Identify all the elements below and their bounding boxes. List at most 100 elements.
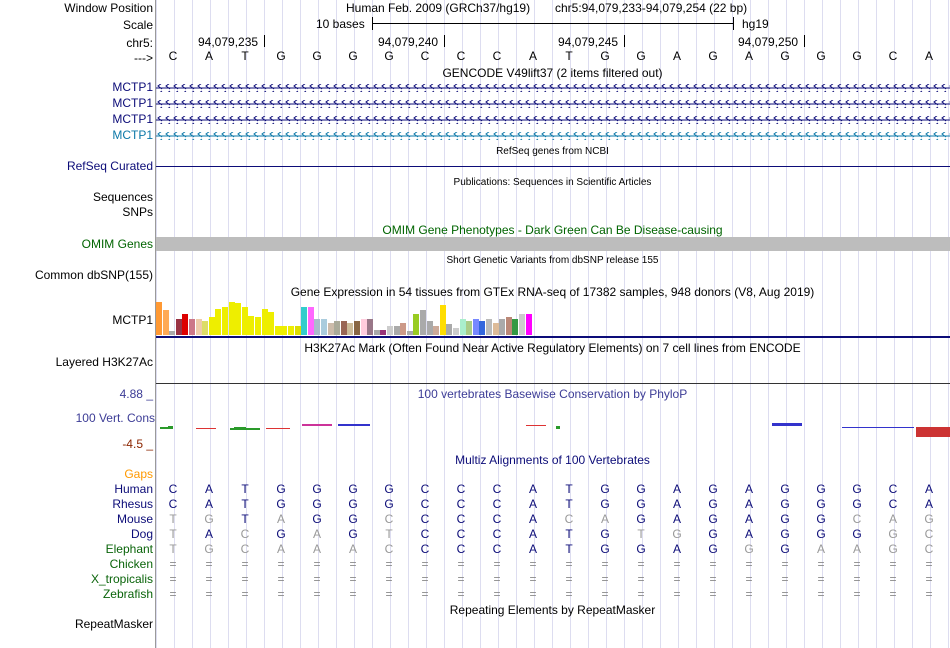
gtex-tissue-bar[interactable] (354, 321, 360, 335)
species-label-dog[interactable]: Dog (130, 527, 153, 541)
gene-label-mctp1[interactable]: MCTP1 (112, 128, 153, 142)
gtex-tissue-bar[interactable] (466, 321, 473, 335)
gtex-tissue-bar[interactable] (459, 319, 466, 335)
gtex-expression-chart[interactable] (156, 300, 556, 335)
gtex-tissue-bar[interactable] (255, 317, 261, 335)
gencode-track-title[interactable]: GENCODE V49lift37 (2 items filtered out) (442, 66, 663, 80)
gtex-tissue-bar[interactable] (215, 309, 222, 335)
gtex-tissue-bar[interactable] (525, 314, 532, 335)
omim-label[interactable]: OMIM Genes (81, 237, 153, 251)
gtex-tissue-bar[interactable] (433, 326, 440, 335)
h3k27ac-label[interactable]: Layered H3K27Ac (55, 355, 153, 369)
repeatmasker-track-title[interactable]: Repeating Elements by RepeatMasker (449, 603, 656, 617)
gtex-tissue-bar[interactable] (340, 321, 347, 335)
alignment-base: = (637, 557, 645, 571)
gtex-tissue-bar[interactable] (327, 323, 334, 335)
gtex-tissue-bar[interactable] (512, 319, 519, 335)
gtex-tissue-bar[interactable] (360, 319, 367, 335)
position-text[interactable]: chr5:94,079,233-94,079,254 (22 bp) (555, 1, 748, 15)
gtex-tissue-bar[interactable] (439, 305, 446, 335)
gaps-label[interactable]: Gaps (124, 467, 153, 481)
gtex-tissue-bar[interactable] (420, 310, 426, 335)
repeatmasker-label[interactable]: RepeatMasker (74, 617, 153, 631)
gtex-tissue-bar[interactable] (426, 321, 433, 335)
species-label-mouse[interactable]: Mouse (116, 512, 153, 526)
gtex-tissue-bar[interactable] (413, 314, 420, 335)
conservation-plot[interactable] (156, 418, 950, 440)
dbsnp-label[interactable]: Common dbSNP(155) (34, 268, 153, 282)
publications-label-snps[interactable]: SNPs (122, 205, 153, 219)
gtex-tissue-bar[interactable] (519, 314, 525, 335)
gtex-tissue-bar[interactable] (182, 314, 189, 335)
publications-track-title[interactable]: Publications: Sequences in Scientific Ar… (453, 177, 652, 188)
gtex-tissue-bar[interactable] (202, 321, 209, 335)
gene-models[interactable] (156, 82, 950, 142)
gtex-tissue-bar[interactable] (380, 330, 387, 335)
gtex-tissue-bar[interactable] (175, 319, 182, 335)
species-label-x_tropicalis[interactable]: X_tropicalis (90, 572, 153, 586)
gtex-tissue-bar[interactable] (301, 307, 308, 335)
conservation-label[interactable]: 100 Vert. Cons (75, 411, 155, 425)
gtex-tissue-bar[interactable] (235, 303, 242, 335)
species-label-chicken[interactable]: Chicken (109, 557, 153, 571)
publications-label-sequences[interactable]: Sequences (92, 190, 153, 204)
transcript-line[interactable] (156, 100, 950, 108)
gtex-tissue-bar[interactable] (393, 326, 400, 335)
transcript-line[interactable] (156, 116, 950, 124)
refseq-track-title[interactable]: RefSeq genes from NCBI (496, 146, 609, 157)
gtex-tissue-bar[interactable] (314, 319, 321, 335)
gene-label-mctp1[interactable]: MCTP1 (112, 112, 153, 126)
multiz-track-title[interactable]: Multiz Alignments of 100 Vertebrates (455, 453, 650, 467)
gtex-track-title[interactable]: Gene Expression in 54 tissues from GTEx … (290, 285, 815, 299)
gtex-tissue-bar[interactable] (307, 307, 314, 335)
gtex-tissue-bar[interactable] (367, 319, 374, 335)
gtex-tissue-bar[interactable] (334, 321, 341, 335)
gtex-tissue-bar[interactable] (261, 309, 268, 335)
gtex-tissue-bar[interactable] (208, 317, 215, 335)
gtex-tissue-bar[interactable] (156, 302, 162, 335)
gtex-gene-label[interactable]: MCTP1 (112, 313, 153, 327)
gtex-tissue-bar[interactable] (400, 323, 407, 335)
gtex-tissue-bar[interactable] (248, 316, 255, 335)
gtex-tissue-bar[interactable] (195, 319, 202, 335)
h3k27ac-track-title[interactable]: H3K27Ac Mark (Often Found Near Active Re… (304, 341, 801, 355)
gtex-tissue-bar[interactable] (228, 302, 235, 335)
gtex-tissue-bar[interactable] (453, 328, 459, 335)
species-label-zebrafish[interactable]: Zebrafish (102, 587, 153, 601)
gtex-tissue-bar[interactable] (294, 326, 301, 335)
omim-track-title[interactable]: OMIM Gene Phenotypes - Dark Green Can Be… (382, 223, 723, 237)
gtex-tissue-bar[interactable] (486, 319, 492, 335)
gene-label-mctp1[interactable]: MCTP1 (112, 80, 153, 94)
refseq-gene-line[interactable] (156, 166, 950, 167)
gtex-tissue-bar[interactable] (162, 310, 169, 335)
gtex-tissue-bar[interactable] (222, 307, 228, 335)
gtex-tissue-bar[interactable] (268, 312, 275, 335)
gtex-tissue-bar[interactable] (321, 319, 327, 335)
refseq-label[interactable]: RefSeq Curated (66, 159, 153, 173)
gtex-tissue-bar[interactable] (274, 326, 281, 335)
dbsnp-track-title[interactable]: Short Genetic Variants from dbSNP releas… (446, 255, 659, 266)
gtex-tissue-bar[interactable] (492, 323, 499, 335)
gtex-tissue-bar[interactable] (169, 331, 176, 335)
transcript-line[interactable] (156, 84, 950, 92)
gtex-tissue-bar[interactable] (373, 330, 380, 335)
gtex-tissue-bar[interactable] (479, 321, 486, 335)
gtex-tissue-bar[interactable] (499, 319, 506, 335)
gtex-tissue-bar[interactable] (406, 331, 413, 335)
gtex-tissue-bar[interactable] (281, 326, 288, 335)
gtex-tissue-bar[interactable] (505, 317, 512, 335)
transcript-line[interactable] (156, 132, 950, 140)
gene-label-mctp1[interactable]: MCTP1 (112, 96, 153, 110)
conservation-track-title[interactable]: 100 vertebrates Basewise Conservation by… (417, 387, 688, 401)
omim-feature-bar[interactable] (156, 237, 950, 251)
species-label-human[interactable]: Human (114, 482, 153, 496)
species-label-rhesus[interactable]: Rhesus (112, 497, 153, 511)
gtex-tissue-bar[interactable] (387, 326, 393, 335)
gtex-tissue-bar[interactable] (472, 319, 479, 335)
gtex-tissue-bar[interactable] (288, 326, 294, 335)
gtex-tissue-bar[interactable] (241, 307, 248, 335)
gtex-tissue-bar[interactable] (189, 319, 195, 335)
gtex-tissue-bar[interactable] (446, 324, 453, 335)
gtex-tissue-bar[interactable] (347, 323, 354, 335)
species-label-elephant[interactable]: Elephant (105, 542, 153, 556)
